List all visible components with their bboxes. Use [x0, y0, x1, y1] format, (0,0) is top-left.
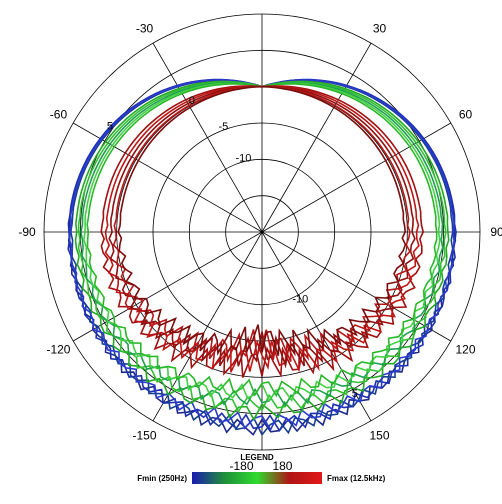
angle-tick-label: 60	[459, 108, 473, 122]
ring-tick-label: 0	[189, 95, 195, 107]
grid-spoke	[261, 122, 451, 233]
angle-tick-label: 120	[456, 343, 476, 357]
series-layer	[67, 78, 457, 437]
legend-max-label: Fmax (12.5kHz)	[327, 474, 386, 483]
angle-tick-label: 150	[369, 429, 389, 443]
ring-tick-label: -10	[292, 293, 308, 305]
ring-tick-label: -5	[218, 121, 228, 133]
series-line	[86, 83, 438, 398]
angle-tick-label: 180	[272, 459, 292, 473]
series-line	[74, 80, 450, 422]
series-line	[68, 79, 455, 432]
angle-tick-label: -30	[136, 21, 154, 35]
angle-tick-label: 30	[373, 21, 387, 35]
grid-spoke	[152, 231, 263, 421]
angle-tick-label: -120	[46, 343, 70, 357]
series-line	[80, 81, 444, 407]
legend-title: LEGEND	[240, 453, 274, 462]
legend-min-label: Fmin (250Hz)	[137, 474, 187, 483]
grid-spoke	[261, 231, 451, 342]
legend-color-bar	[192, 472, 322, 484]
legend-gradient	[192, 472, 322, 484]
series-line	[69, 79, 454, 437]
angle-labels: -30 30 -60 60 -90 90 -120 120 -150 150 -180 180	[18, 21, 502, 473]
ring-tick-label: 5	[107, 121, 113, 133]
angle-tick-label: -60	[50, 108, 68, 122]
angle-tick-label: -150	[132, 429, 156, 443]
grid-spoke	[261, 43, 372, 233]
grid-spoke	[73, 122, 263, 233]
ring-labels: 5 0 -5 -10 -10 5	[107, 95, 358, 400]
grid-spoke	[261, 231, 372, 421]
grid-spoke	[152, 43, 263, 233]
grid-spoke	[73, 231, 263, 342]
series-line	[100, 85, 425, 378]
ring-tick-label: 5	[352, 388, 358, 400]
series-line	[108, 85, 416, 369]
legend: LEGEND Fmin (250Hz) Fmax (12.5kHz)	[137, 453, 386, 484]
series-line	[112, 85, 411, 364]
series-line	[104, 85, 420, 373]
angle-tick-label: 90	[490, 225, 502, 239]
series-line	[77, 81, 447, 414]
ring-tick-label: -10	[235, 153, 251, 165]
angle-tick-label: -180	[230, 459, 254, 473]
series-line	[67, 78, 457, 432]
angle-tick-label: -90	[18, 225, 36, 239]
series-line	[117, 85, 407, 357]
